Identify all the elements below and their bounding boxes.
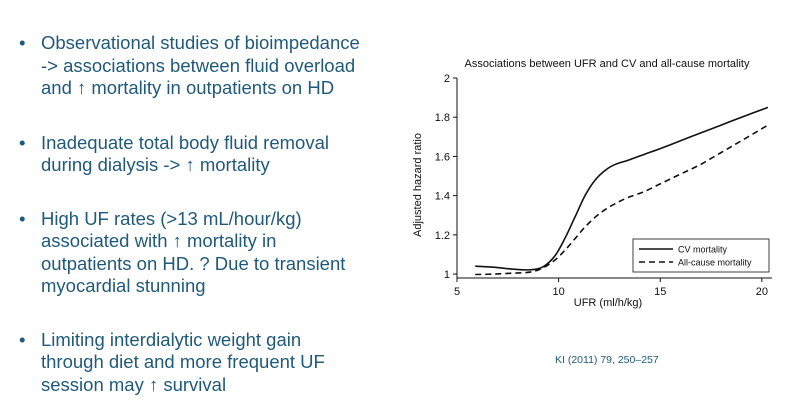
chart-svg: Associations between UFR and CV and all-… [412,58,772,309]
y-tick-label: 1.8 [435,112,450,124]
plot-area: 1 1.2 1.4 1.6 1.8 2 5 10 15 20 CV mortality All-cau… [435,73,772,298]
y-tick-label: 1.6 [435,151,450,163]
bullet-text: Observational studies of bioimpedance ->… [41,32,360,98]
y-tick-label: 1.4 [435,191,450,203]
bullet-item: • High UF rates (>13 mL/hour/kg) associa… [14,208,394,298]
legend-label: CV mortality [678,245,728,255]
y-axis-label: Adjusted hazard ratio [412,133,424,237]
x-axis-label: UFR (ml/h/kg) [574,297,642,309]
bullet-marker: • [19,328,26,350]
legend-box [632,238,770,273]
x-tick-label: 10 [552,286,564,298]
x-tick-label: 5 [454,286,460,298]
bullet-marker: • [19,207,26,229]
chart-title: Associations between UFR and CV and all-… [465,58,750,70]
bullet-text: Limiting interdialytic weight gain throu… [41,328,325,395]
y-tick-label: 2 [444,73,450,85]
bullet-text: Inadequate total body fluid removal duri… [41,131,329,176]
x-tick-label: 20 [756,286,768,298]
hazard-ratio-chart: Associations between UFR and CV and all-… [395,52,795,317]
x-tick-label: 15 [654,286,666,298]
legend-label: All-cause mortality [678,258,752,268]
bullet-item: • Inadequate total body fluid removal du… [14,132,394,177]
bullet-list: • Observational studies of bioimpedance … [14,32,394,396]
citation: KI (2011) 79, 250–257 [555,354,659,366]
y-tick-label: 1 [444,269,450,281]
series-line-cv-mortality [475,106,769,271]
bullet-marker: • [19,131,26,153]
bullet-text: High UF rates (>13 mL/hour/kg) associate… [41,207,346,297]
bullet-marker: • [19,32,26,53]
bullet-item: • Limiting interdialytic weight gain thr… [14,329,394,397]
y-tick-label: 1.2 [435,230,450,242]
bullet-item: • Observational studies of bioimpedance … [14,32,394,100]
